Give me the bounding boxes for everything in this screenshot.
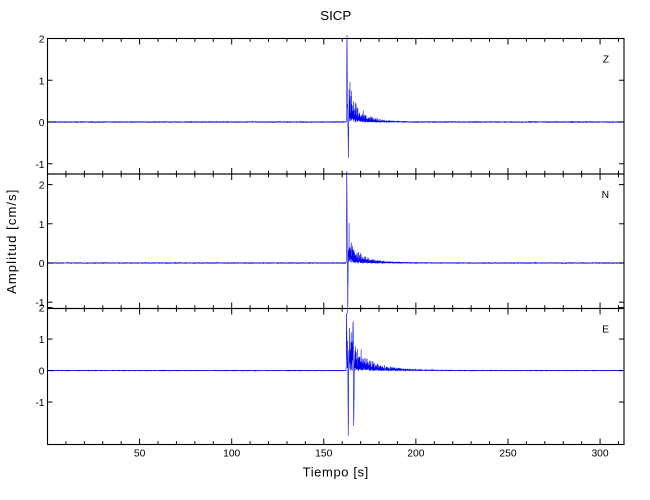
svg-text:250: 250 — [499, 449, 516, 460]
svg-text:2: 2 — [39, 304, 45, 315]
svg-text:1: 1 — [39, 220, 45, 231]
svg-text:-1: -1 — [35, 398, 44, 409]
svg-text:N: N — [602, 190, 609, 201]
svg-text:0: 0 — [39, 367, 45, 378]
svg-text:150: 150 — [315, 449, 332, 460]
svg-text:2: 2 — [39, 181, 45, 192]
svg-text:300: 300 — [591, 449, 608, 460]
svg-text:2: 2 — [39, 35, 45, 46]
svg-text:1: 1 — [39, 76, 45, 87]
svg-text:SICP: SICP — [320, 8, 351, 23]
svg-text:Tiempo [s]: Tiempo [s] — [303, 465, 369, 480]
svg-text:50: 50 — [134, 449, 146, 460]
svg-text:100: 100 — [223, 449, 240, 460]
svg-text:1: 1 — [39, 335, 45, 346]
svg-text:0: 0 — [39, 259, 45, 270]
svg-text:Z: Z — [603, 55, 609, 66]
svg-text:0: 0 — [39, 118, 45, 129]
svg-text:E: E — [602, 325, 609, 336]
svg-text:200: 200 — [407, 449, 424, 460]
svg-text:-1: -1 — [35, 160, 44, 171]
svg-text:Amplitud [cm/s]: Amplitud [cm/s] — [4, 189, 19, 294]
